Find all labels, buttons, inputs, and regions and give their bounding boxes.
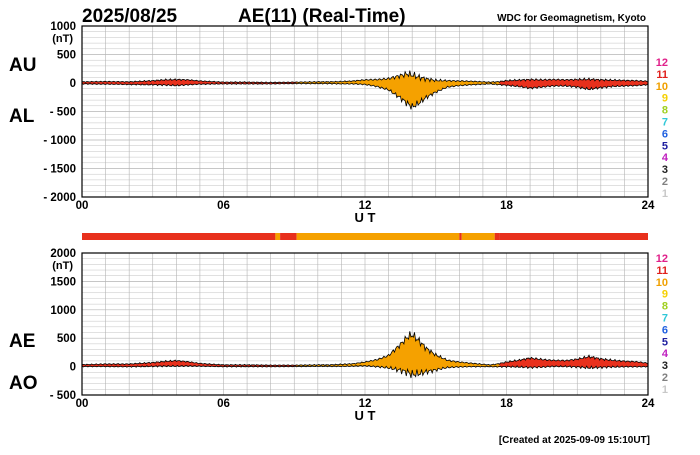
x-axis-label: U T <box>355 210 376 225</box>
station-legend-11: 11 <box>656 69 668 81</box>
au-al-panel: 1000 500 0 - 500 - 1000 - 1500 - 2000 (nT) 00 06 1… <box>9 21 655 225</box>
series-au-line <box>82 70 649 84</box>
ae-ao-panel: 2000 1500 1000 500 0 - 500 (nT) 00 06 12 18 24 U T AE… <box>9 248 655 423</box>
station-legend-11: 11 <box>656 265 668 277</box>
y-tick-label: - 1000 <box>43 135 76 147</box>
y-tick-label: 1000 <box>50 21 76 33</box>
plot-date: 2025/08/25 <box>82 6 178 27</box>
station-bar-segment-11 <box>280 233 297 240</box>
station-bar-segment-10 <box>296 233 460 240</box>
station-bar-segment-11 <box>459 233 462 240</box>
station-legend-10: 10 <box>656 81 668 93</box>
y-tick-label: 500 <box>57 333 76 345</box>
y-tick-label: - 500 <box>50 390 76 402</box>
station-legend-7: 7 <box>662 313 668 325</box>
station-legend-7: 7 <box>662 117 668 129</box>
station-legend-12: 12 <box>656 253 668 265</box>
x-tick-label: 18 <box>500 200 513 212</box>
y-axis-unit: (nT) <box>52 260 73 272</box>
index-label-au: AU <box>9 55 36 76</box>
area-fill-10-stations <box>296 70 500 110</box>
y-tick-label: 0 <box>70 362 76 374</box>
index-label-ao: AO <box>9 373 38 394</box>
x-tick-label: 06 <box>217 398 230 410</box>
station-count-bar <box>82 233 648 240</box>
station-bar-segment-10 <box>461 233 495 240</box>
plot-title: AE(11) (Real-Time) <box>238 6 406 27</box>
station-legend-4: 4 <box>662 152 669 164</box>
x-tick-label: 06 <box>217 200 230 212</box>
y-tick-label: 0 <box>70 78 76 90</box>
y-tick-label: - 1500 <box>43 164 76 176</box>
station-legend-5: 5 <box>662 336 668 348</box>
station-legend-2: 2 <box>662 176 668 188</box>
station-bar-segment-11 <box>494 233 500 240</box>
y-tick-label: 1000 <box>50 305 76 317</box>
station-bar-segment-11 <box>82 233 276 240</box>
index-label-ae: AE <box>9 331 35 352</box>
x-tick-label: 12 <box>359 398 372 410</box>
station-legend-2: 2 <box>662 372 668 384</box>
station-legend-3: 3 <box>662 164 668 176</box>
series-ae-line <box>82 331 649 366</box>
area-fill-11-stations <box>82 78 297 86</box>
created-timestamp: [Created at 2025-09-09 15:10UT] <box>499 435 650 446</box>
station-legend-9: 9 <box>662 93 668 105</box>
station-legend-4: 4 <box>662 348 669 360</box>
y-tick-label: 500 <box>57 50 76 62</box>
y-tick-label: - 2000 <box>43 192 76 204</box>
station-legend-10: 10 <box>656 277 668 289</box>
series-al-line <box>81 82 649 110</box>
series-ao-line <box>81 364 649 379</box>
plot-frame <box>81 252 649 396</box>
y-tick-label: 1500 <box>50 276 76 288</box>
station-legend-9: 9 <box>662 289 668 301</box>
station-legend-5: 5 <box>662 140 668 152</box>
x-tick-label: 24 <box>642 398 655 410</box>
station-bar-segment-10 <box>275 233 281 240</box>
station-legend-1: 1 <box>662 188 668 200</box>
y-tick-label: 2000 <box>50 248 76 260</box>
station-legend-8: 8 <box>662 105 668 117</box>
x-axis-label: U T <box>355 408 376 423</box>
x-tick-label: 24 <box>642 200 655 212</box>
x-tick-label: 18 <box>500 398 513 410</box>
plot-frame <box>81 25 649 198</box>
station-bar-segment-11 <box>499 233 648 240</box>
area-fill-11-stations <box>82 360 297 368</box>
data-source-label: WDC for Geomagnetism, Kyoto <box>497 13 646 24</box>
station-legend-6: 6 <box>662 324 668 336</box>
y-tick-label: - 500 <box>50 107 76 119</box>
station-legend-12: 12 <box>656 57 668 69</box>
station-legend-6: 6 <box>662 128 668 140</box>
index-label-al: AL <box>9 106 35 127</box>
station-legend-3: 3 <box>662 360 668 372</box>
station-legend-1: 1 <box>662 384 668 396</box>
station-legend-8: 8 <box>662 301 668 313</box>
y-axis-unit: (nT) <box>52 33 73 45</box>
x-tick-label: 12 <box>359 200 372 212</box>
area-fill-10-stations <box>296 331 500 378</box>
x-tick-label: 00 <box>76 200 89 212</box>
x-tick-label: 00 <box>76 398 89 410</box>
